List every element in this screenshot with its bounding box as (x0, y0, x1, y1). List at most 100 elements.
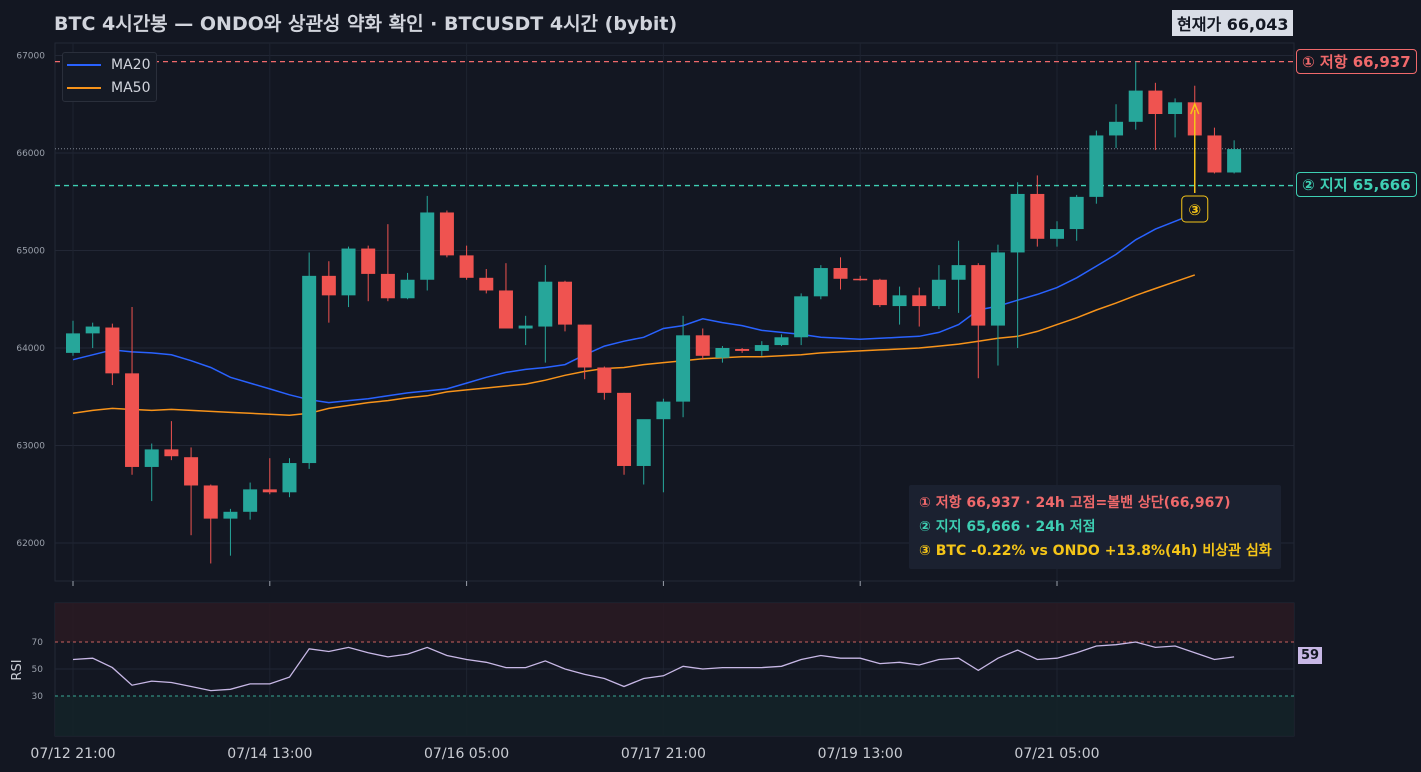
candle-body (184, 457, 199, 486)
current-price-badge: 현재가 66,043 (1172, 10, 1294, 36)
candle-body (1109, 121, 1124, 136)
candle-body (498, 290, 513, 329)
candle-body (1050, 229, 1064, 239)
candle-body (853, 278, 868, 281)
candle-body (1148, 90, 1163, 114)
candle-body (931, 279, 946, 307)
y-tick-label: 66000 (16, 149, 45, 159)
candle-body (695, 335, 710, 356)
candle-body (990, 252, 1005, 326)
candle-body (1030, 193, 1045, 239)
rsi-oversold-zone (55, 696, 1294, 736)
rsi-axis-label: RSI (10, 659, 25, 680)
note-resistance: ① 저항 66,937 · 24h 고점=볼밴 상단(66,967) (919, 495, 1231, 511)
candle-body (656, 401, 671, 420)
candle-body (1227, 149, 1242, 173)
rsi-value-badge: 59 (1298, 647, 1323, 664)
candle-body (538, 281, 553, 327)
candle-body (676, 335, 691, 402)
note-divergence: ③ BTC -0.22% vs ONDO +13.8%(4h) 비상관 심화 (919, 543, 1272, 559)
x-tick-label: 07/19 13:00 (818, 746, 903, 762)
legend-label-ma20: MA20 (111, 57, 151, 73)
rsi-tick-label: 50 (32, 665, 44, 675)
candle-body (951, 265, 966, 280)
candle-body (912, 295, 927, 307)
y-tick-label: 65000 (16, 247, 45, 257)
candle-body (262, 489, 277, 493)
legend-label-ma50: MA50 (111, 80, 151, 96)
candle-body (1089, 135, 1104, 197)
x-tick-label: 07/17 21:00 (621, 746, 706, 762)
y-tick-label: 62000 (16, 539, 45, 549)
x-tick-label: 07/14 13:00 (227, 746, 312, 762)
x-tick-label: 07/12 21:00 (30, 746, 115, 762)
candle-body (833, 268, 848, 279)
resistance-badge: ① 저항 66,937 (1296, 49, 1417, 74)
legend: MA20 MA50 (62, 52, 157, 102)
support-badge: ② 지지 65,666 (1296, 172, 1417, 197)
candle-body (243, 489, 258, 512)
candle-body (872, 279, 887, 306)
candle-body (1069, 196, 1084, 230)
y-tick-label: 67000 (16, 52, 45, 62)
candle-body (558, 281, 572, 325)
candle-body (971, 265, 986, 326)
candle-body (774, 337, 789, 346)
ma50-line (72, 274, 1196, 417)
candle-body (577, 324, 592, 368)
chart-title: BTC 4시간봉 — ONDO와 상관성 약화 확인 · BTCUSDT 4시간… (54, 13, 678, 35)
price-panel-frame (54, 42, 1295, 582)
candle-body (617, 392, 632, 466)
ma50-swatch (67, 87, 101, 89)
note-support: ② 지지 65,666 · 24h 저점 (919, 519, 1096, 535)
candle-body (380, 273, 395, 299)
rsi-tick-label: 30 (32, 692, 44, 702)
ma20-line (72, 212, 1196, 404)
rsi-tick-label: 70 (32, 638, 44, 648)
candle-body (302, 275, 317, 464)
candle-body (518, 325, 533, 329)
candle-body (459, 255, 474, 278)
candle-body (420, 212, 435, 280)
candle-body (282, 463, 297, 493)
candle-body (341, 248, 356, 296)
candle-body (321, 275, 336, 296)
rsi-overbought-zone (55, 603, 1294, 642)
candle-body (400, 279, 415, 299)
divergence-marker-box (1181, 195, 1209, 223)
candle-body (1010, 193, 1025, 253)
y-tick-label: 63000 (16, 442, 45, 452)
candle-body (1207, 135, 1222, 173)
candle-body (105, 327, 120, 374)
candle-body (636, 419, 651, 466)
annotation-notes-box: ① 저항 66,937 · 24h 고점=볼밴 상단(66,967) ② 지지 … (909, 485, 1281, 569)
legend-item-ma20: MA20 (67, 55, 150, 75)
x-tick-label: 07/16 05:00 (424, 746, 509, 762)
candle-body (1128, 90, 1143, 122)
legend-item-ma50: MA50 (67, 78, 150, 98)
candle-body (597, 367, 612, 393)
divergence-marker-label: ③ (1188, 201, 1201, 219)
candle-body (203, 485, 218, 519)
candle-body (892, 295, 907, 307)
candle-body (754, 345, 769, 351)
candle-body (735, 348, 750, 351)
candle-body (1168, 102, 1183, 114)
candle-body (144, 449, 159, 467)
candle-body (125, 373, 140, 467)
ma20-swatch (67, 64, 101, 66)
divergence-arrow-head (1190, 101, 1200, 115)
rsi-line (72, 641, 1235, 692)
candle-body (223, 511, 238, 519)
candle-body (164, 449, 179, 457)
candle-body (715, 348, 730, 358)
candle-body (85, 326, 100, 334)
x-tick-label: 07/21 05:00 (1014, 746, 1099, 762)
candle-body (794, 296, 809, 338)
candle-body (813, 268, 828, 297)
candle-body (361, 248, 376, 274)
candle-body (439, 212, 454, 256)
candle-body (479, 277, 494, 291)
candle-body (66, 333, 80, 353)
